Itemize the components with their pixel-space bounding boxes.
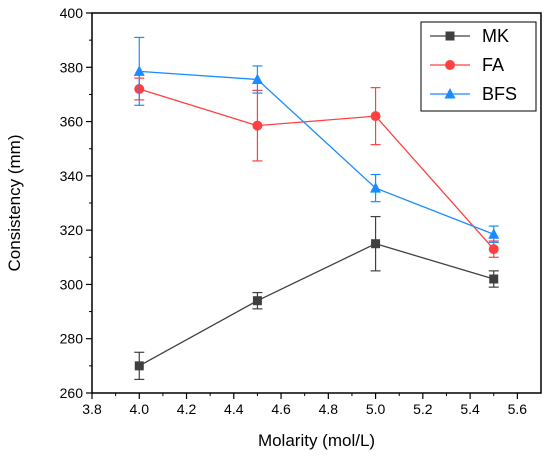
x-tick-label: 5.6 xyxy=(508,401,528,417)
legend-marker xyxy=(445,60,455,70)
y-tick-label: 260 xyxy=(60,385,84,401)
series-line xyxy=(138,243,494,367)
data-point xyxy=(251,73,263,84)
series-mk xyxy=(134,215,499,381)
x-axis-title: Molarity (mol/L) xyxy=(258,431,375,450)
y-tick-label: 380 xyxy=(60,59,84,75)
y-axis: 260 280 300 320 340 360 380 400 xyxy=(60,5,92,401)
legend-marker xyxy=(445,31,455,41)
data-point xyxy=(134,361,144,371)
y-tick-label: 400 xyxy=(60,5,84,21)
data-point xyxy=(252,296,262,306)
data-point xyxy=(370,182,382,193)
legend-marker xyxy=(444,88,456,99)
data-point xyxy=(488,244,499,255)
y-tick-label: 320 xyxy=(60,222,84,238)
data-point xyxy=(370,111,381,122)
x-tick-label: 4.6 xyxy=(271,401,291,417)
x-tick-label: 4.8 xyxy=(319,401,339,417)
series-layer xyxy=(133,36,500,381)
y-axis-title: Consistency (mm) xyxy=(5,135,24,272)
data-point xyxy=(371,239,381,249)
x-tick-label: 3.8 xyxy=(82,401,102,417)
x-tick-label: 4.0 xyxy=(130,401,150,417)
series-line xyxy=(139,88,495,250)
data-point xyxy=(489,274,499,284)
x-tick-label: 5.2 xyxy=(413,401,433,417)
x-tick-label: 5.4 xyxy=(460,401,480,417)
legend: MK FA BFS xyxy=(420,21,537,112)
x-axis: 3.8 4.0 4.2 4.4 4.6 4.8 5.0 5.2 5.4 5.6 xyxy=(82,393,527,417)
data-point xyxy=(488,228,500,239)
data-point xyxy=(133,65,145,76)
y-tick-label: 300 xyxy=(60,276,84,292)
legend-label: BFS xyxy=(482,84,517,104)
series-line xyxy=(139,70,494,235)
legend-box xyxy=(420,21,537,112)
legend-label: FA xyxy=(482,55,504,75)
legend-label: MK xyxy=(482,26,509,46)
x-tick-label: 4.4 xyxy=(224,401,244,417)
series-bfs xyxy=(133,36,500,243)
y-tick-label: 340 xyxy=(60,168,84,184)
series-fa xyxy=(134,77,499,258)
data-point xyxy=(252,120,263,131)
x-tick-label: 4.2 xyxy=(177,401,197,417)
y-tick-label: 280 xyxy=(60,331,84,347)
y-tick-label: 360 xyxy=(60,114,84,130)
x-tick-label: 5.0 xyxy=(366,401,386,417)
